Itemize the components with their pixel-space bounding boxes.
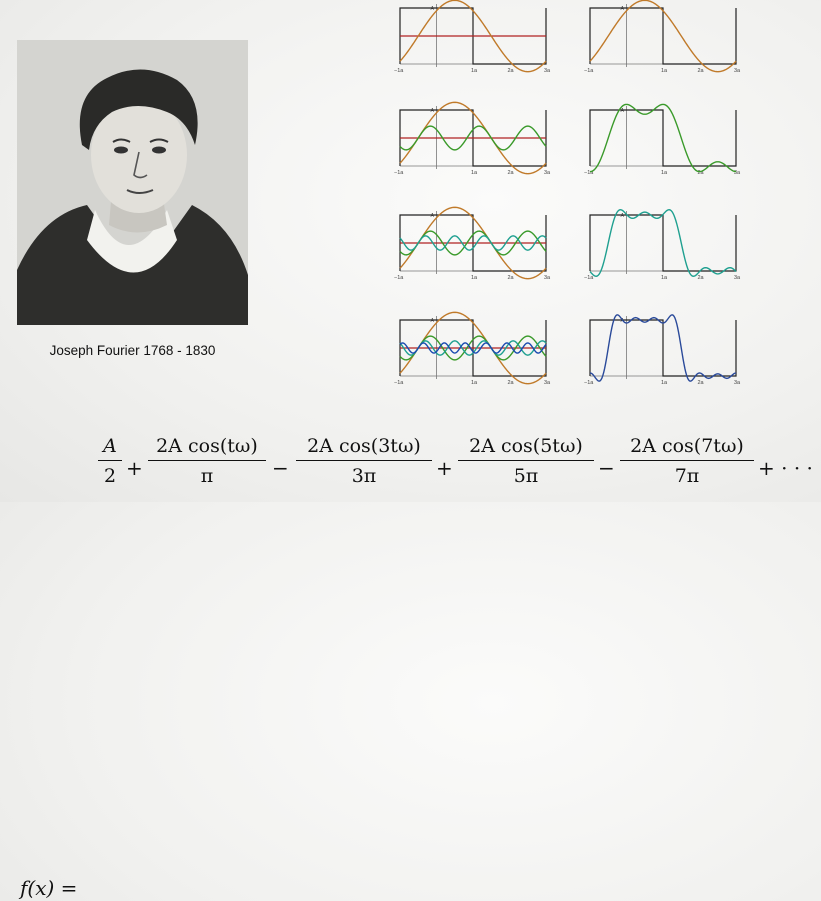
formula-term-4: 2A cos(7tω) 7π: [620, 433, 754, 489]
components-panel-3-harmonic-3: [399, 230, 547, 256]
formula-tail: + · · ·: [758, 456, 813, 480]
term-2-numerator: 2A cos(3tω): [307, 435, 421, 457]
sum-panel-2-tick-label-3: 3a: [734, 170, 741, 176]
components-panel-4-amplitude-label: A: [431, 318, 435, 324]
sum-panel-2-tick-label-2: 2a: [698, 170, 705, 176]
term-1-fraction-bar: [148, 460, 266, 462]
formula-term-2: 2A cos(3tω) 3π: [296, 433, 432, 489]
term-3-fraction-bar: [458, 460, 594, 462]
sum-panel-4-partial-sum: [589, 314, 737, 382]
sum-panel-2-tick-label-neg1: −1a: [584, 170, 594, 176]
term-1-denominator: π: [200, 465, 214, 488]
sum-panel-3-tick-label-2: 2a: [698, 275, 705, 281]
sum-panel-2-tick-label-1: 1a: [661, 170, 668, 176]
components-panel-1-tick-label-3: 3a: [544, 68, 551, 74]
sum-panel-4-tick-label-1: 1a: [661, 380, 668, 386]
sum-panel-1-tick-label-2: 2a: [698, 68, 705, 74]
term-2-denominator: 3π: [351, 465, 377, 488]
components-panel-4-harmonic-3: [399, 335, 547, 361]
term-4-numerator: 2A cos(7tω): [630, 435, 744, 457]
portrait-sketch: [17, 40, 248, 325]
sum-panel-3-tick-label-neg1: −1a: [584, 275, 594, 281]
sum-panel-1-square-wave: [589, 7, 737, 65]
sum-panel-4-tick-label-2: 2a: [698, 380, 705, 386]
components-panel-1-harmonic-1: [399, 0, 547, 73]
sum-panel-1-amplitude-label: A: [621, 6, 625, 12]
sum-panel-2-square-wave: [589, 109, 737, 167]
sum-panel-3-tick-label-1: 1a: [661, 275, 668, 281]
components-panel-1-amplitude-label: A: [431, 6, 435, 12]
components-panel-1-tick-label-1: 1a: [471, 68, 478, 74]
term-2-fraction-bar: [296, 460, 432, 462]
portrait-image: [17, 40, 248, 325]
sum-panel-3-partial-sum: [589, 209, 737, 277]
sum-panel-2-amplitude-label: A: [621, 108, 625, 114]
term-1-sign: +: [126, 456, 143, 480]
components-panel-4-tick-label-2: 2a: [508, 380, 515, 386]
term-3-denominator: 5π: [513, 465, 539, 488]
formula-term-3: 2A cos(5tω) 5π: [458, 433, 594, 489]
sum-panel-3-square-wave: [589, 214, 737, 272]
term-4-fraction-bar: [620, 460, 754, 462]
portrait-caption: Joseph Fourier 1768 - 1830: [49, 343, 216, 358]
term-0-numerator: A: [103, 435, 117, 457]
term-1-numerator: 2A cos(tω): [156, 435, 258, 457]
components-panel-2-tick-label-3: 3a: [544, 170, 551, 176]
term-3-numerator: 2A cos(5tω): [469, 435, 583, 457]
term-4-sign: −: [598, 456, 615, 480]
term-0-fraction-bar: [98, 460, 122, 462]
components-panel-4-tick-label-3: 3a: [544, 380, 551, 386]
components-panel-4-tick-label-neg1: −1a: [394, 380, 404, 386]
components-panel-3-tick-label-1: 1a: [471, 275, 478, 281]
sum-panel-1-tick-label-neg1: −1a: [584, 68, 594, 74]
components-panel-3-amplitude-label: A: [431, 213, 435, 219]
sum-panel-1-tick-label-1: 1a: [661, 68, 668, 74]
term-2-sign: −: [272, 456, 289, 480]
sum-panel-1-tick-label-3: 3a: [734, 68, 741, 74]
formula-term-1: 2A cos(tω) π: [148, 433, 266, 489]
formula-lhs: f(x) =: [20, 876, 78, 900]
sum-panel-4-tick-label-3: 3a: [734, 380, 741, 386]
components-panel-2-tick-label-neg1: −1a: [394, 170, 404, 176]
fourier-series-formula: f(x) = A 2 + 2A cos(tω) π − 2A cos(3tω) …: [0, 420, 821, 900]
sum-panel-3-tick-label-3: 3a: [734, 275, 741, 281]
components-panel-2-tick-label-2: 2a: [508, 170, 515, 176]
components-panel-2-harmonic-3: [399, 125, 547, 151]
formula-term-0: A 2: [98, 433, 122, 489]
components-panel-4-harmonic-7: [399, 342, 547, 354]
components-panel-1-tick-label-neg1: −1a: [394, 68, 404, 74]
term-4-denominator: 7π: [674, 465, 700, 488]
components-panel-2-amplitude-label: A: [431, 108, 435, 114]
sum-panel-1-partial-sum: [589, 0, 737, 73]
sum-panel-4-square-wave: [589, 319, 737, 377]
sum-panel-4-tick-label-neg1: −1a: [584, 380, 594, 386]
components-panel-4-tick-label-1: 1a: [471, 380, 478, 386]
components-panel-3-harmonic-5: [399, 235, 547, 251]
components-panel-3-tick-label-3: 3a: [544, 275, 551, 281]
sum-panel-3-amplitude-label: A: [621, 213, 625, 219]
fourier-plots: −1a 1a 2a 3a A −1a 1a 2a 3a A −1a 1a 2a 3a A −1a 1a 2a 3a A…: [394, 0, 741, 386]
components-panel-3-tick-label-2: 2a: [508, 275, 515, 281]
components-panel-2-tick-label-1: 1a: [471, 170, 478, 176]
components-panel-3-tick-label-neg1: −1a: [394, 275, 404, 281]
term-3-sign: +: [436, 456, 453, 480]
sum-panel-2-partial-sum: [589, 103, 737, 173]
components-panel-1-tick-label-2: 2a: [508, 68, 515, 74]
term-0-denominator: 2: [103, 465, 117, 488]
